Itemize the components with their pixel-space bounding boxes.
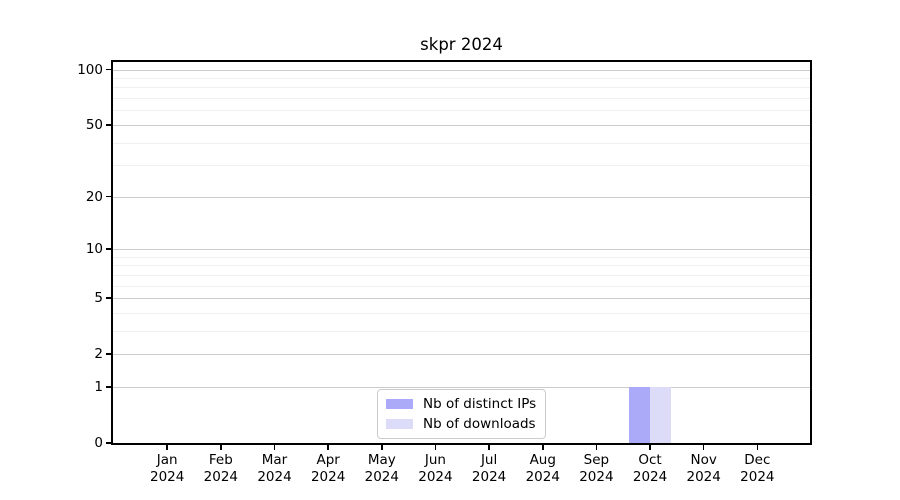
spine-right <box>810 60 812 445</box>
y-tick-label: 20 <box>85 188 103 205</box>
spine-left <box>111 60 113 445</box>
gridline-minor <box>113 265 810 267</box>
gridline-major <box>113 124 810 126</box>
gridline-major <box>113 354 810 356</box>
x-tick-label: Mar 2024 <box>243 452 307 485</box>
x-tick-label-year: 2024 <box>150 468 185 485</box>
gridline-minor <box>113 142 810 144</box>
bar-distinct-ips <box>629 386 651 443</box>
spine-bottom <box>111 443 812 445</box>
x-tick <box>488 444 490 450</box>
x-tick <box>166 444 168 450</box>
x-tick-label: Jan 2024 <box>135 452 199 485</box>
x-tick <box>595 444 598 450</box>
plot-area <box>113 62 810 443</box>
x-tick-label-month: Apr <box>316 452 340 468</box>
y-tick <box>106 124 112 126</box>
chart-title: skpr 2024 <box>420 35 503 54</box>
y-tick <box>106 353 112 355</box>
x-tick <box>220 444 222 450</box>
x-tick-label-year: 2024 <box>257 468 292 485</box>
y-tick <box>106 68 112 71</box>
y-tick <box>106 442 112 444</box>
gridline-major <box>113 69 810 71</box>
y-tick-label: 0 <box>94 435 103 451</box>
legend-item-distinct-ips: Nb of distinct IPs <box>386 396 545 413</box>
legend-swatch-distinct-ips <box>386 398 413 410</box>
x-tick-label-month: Sep <box>583 452 610 468</box>
x-tick-label: Sep 2024 <box>564 452 628 485</box>
y-tick-label: 2 <box>94 346 103 363</box>
x-tick-label: Apr 2024 <box>296 452 360 485</box>
x-tick-label: Nov 2024 <box>672 452 736 485</box>
x-tick-label-year: 2024 <box>418 468 453 485</box>
x-tick-label-year: 2024 <box>525 468 560 485</box>
legend-swatch-downloads <box>386 418 413 430</box>
bar-downloads <box>650 386 672 443</box>
x-tick <box>327 444 329 450</box>
x-tick-label-month: Oct <box>638 452 662 468</box>
x-tick-label-month: Dec <box>744 452 771 468</box>
gridline-minor <box>113 78 810 80</box>
x-tick-label-month: Jan <box>156 452 178 468</box>
y-tick-label: 1 <box>94 378 103 395</box>
gridline-major <box>113 249 810 250</box>
x-tick-label-month: Aug <box>529 452 556 468</box>
x-tick-label: Jul 2024 <box>457 452 521 485</box>
y-tick-label: 10 <box>85 241 103 257</box>
y-tick <box>106 195 112 198</box>
x-tick-label-year: 2024 <box>632 468 668 485</box>
gridline-minor <box>113 330 810 332</box>
gridline-minor <box>113 165 810 167</box>
x-tick-label: Jun 2024 <box>403 452 467 485</box>
x-tick-label: Dec 2024 <box>725 452 789 485</box>
y-tick <box>106 386 112 388</box>
x-tick <box>702 444 705 450</box>
y-tick-label: 50 <box>85 116 103 133</box>
gridline-minor <box>113 98 810 100</box>
x-tick-label-year: 2024 <box>364 468 399 485</box>
x-tick <box>273 444 276 450</box>
legend-label-distinct-ips: Nb of distinct IPs <box>423 395 537 412</box>
gridline-major <box>113 196 810 198</box>
x-tick-label-year: 2024 <box>203 468 239 485</box>
x-tick <box>542 444 544 450</box>
x-tick <box>756 444 759 450</box>
legend: Nb of distinct IPs Nb of downloads <box>377 389 546 439</box>
x-tick <box>381 444 383 450</box>
y-tick <box>106 248 112 250</box>
x-tick-label: Feb 2024 <box>189 452 253 485</box>
y-tick-label: 5 <box>94 290 103 307</box>
x-tick <box>649 444 651 450</box>
gridline-minor <box>113 110 810 112</box>
x-tick-label-year: 2024 <box>686 468 721 485</box>
gridline-major <box>113 386 810 388</box>
x-tick-label-month: May <box>367 452 396 468</box>
legend-item-downloads: Nb of downloads <box>386 416 545 433</box>
x-tick-label-month: Nov <box>690 452 717 468</box>
legend-label-downloads: Nb of downloads <box>423 415 536 432</box>
x-tick-label-month: Mar <box>261 452 288 468</box>
gridline-major <box>113 298 810 300</box>
gridline-minor <box>113 274 810 276</box>
gridline-minor <box>113 312 810 314</box>
gridline-minor <box>113 256 810 258</box>
x-tick-label-year: 2024 <box>471 468 507 485</box>
x-tick <box>434 444 437 450</box>
x-tick-label-year: 2024 <box>740 468 775 485</box>
x-tick-label-year: 2024 <box>579 468 614 485</box>
y-tick <box>106 297 112 299</box>
x-tick-label-month: Jul <box>480 452 498 468</box>
gridline-minor <box>113 285 810 287</box>
x-tick-label-month: Jun <box>424 452 446 468</box>
x-tick-label: May 2024 <box>350 452 414 485</box>
x-tick-label: Aug 2024 <box>511 452 575 485</box>
gridline-minor <box>113 87 810 89</box>
x-tick-label: Oct 2024 <box>618 452 682 485</box>
x-tick-label-month: Feb <box>208 452 233 468</box>
spine-top <box>111 60 812 62</box>
y-tick-label: 100 <box>77 61 103 78</box>
x-tick-label-year: 2024 <box>310 468 346 485</box>
